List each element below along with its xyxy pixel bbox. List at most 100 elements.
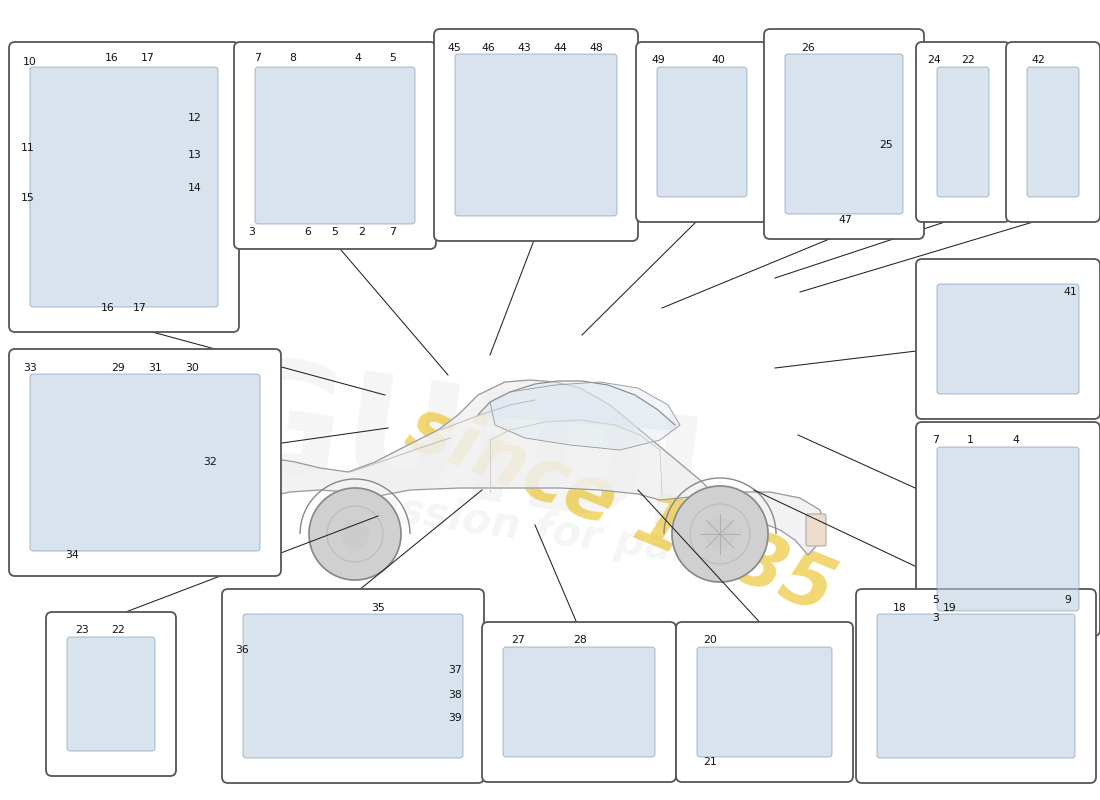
FancyBboxPatch shape	[856, 589, 1096, 783]
Text: 4: 4	[1013, 435, 1020, 445]
Text: 8: 8	[289, 53, 296, 63]
Text: 30: 30	[185, 363, 199, 373]
Text: 45: 45	[447, 43, 461, 53]
Polygon shape	[478, 381, 675, 430]
Text: 5: 5	[389, 53, 396, 63]
Text: 39: 39	[448, 713, 462, 723]
FancyBboxPatch shape	[806, 514, 826, 546]
Text: 3: 3	[933, 613, 939, 623]
Text: 35: 35	[371, 603, 385, 613]
FancyBboxPatch shape	[1027, 67, 1079, 197]
FancyBboxPatch shape	[937, 284, 1079, 394]
Text: 21: 21	[703, 757, 717, 767]
Text: 33: 33	[23, 363, 37, 373]
Text: 19: 19	[943, 603, 957, 613]
Text: 32: 32	[204, 457, 217, 467]
Text: 29: 29	[111, 363, 125, 373]
FancyBboxPatch shape	[697, 647, 832, 757]
FancyBboxPatch shape	[30, 374, 260, 551]
Text: 7: 7	[254, 53, 262, 63]
FancyBboxPatch shape	[30, 67, 218, 307]
Text: 42: 42	[1031, 55, 1045, 65]
Text: 47: 47	[838, 215, 851, 225]
FancyBboxPatch shape	[1006, 42, 1100, 222]
Text: 37: 37	[448, 665, 462, 675]
Text: 41: 41	[1063, 287, 1077, 297]
Text: 17: 17	[133, 303, 147, 313]
FancyBboxPatch shape	[9, 42, 239, 332]
Text: GUIDI: GUIDI	[207, 347, 713, 563]
FancyBboxPatch shape	[67, 637, 155, 751]
Text: 27: 27	[512, 635, 525, 645]
Text: 10: 10	[23, 57, 37, 67]
Text: 22: 22	[111, 625, 125, 635]
Circle shape	[705, 519, 735, 549]
Text: 28: 28	[573, 635, 587, 645]
Text: since 1985: since 1985	[396, 391, 844, 629]
Text: 16: 16	[106, 53, 119, 63]
FancyBboxPatch shape	[916, 422, 1100, 636]
Text: 13: 13	[188, 150, 202, 160]
FancyBboxPatch shape	[937, 67, 989, 197]
Text: 3: 3	[249, 227, 255, 237]
FancyBboxPatch shape	[785, 54, 903, 214]
Text: 5: 5	[331, 227, 339, 237]
FancyBboxPatch shape	[764, 29, 924, 239]
Text: 2: 2	[359, 227, 365, 237]
FancyBboxPatch shape	[877, 614, 1075, 758]
FancyBboxPatch shape	[937, 447, 1079, 611]
FancyBboxPatch shape	[482, 622, 676, 782]
Text: 1: 1	[967, 435, 974, 445]
Text: 11: 11	[21, 143, 35, 153]
Text: 6: 6	[305, 227, 311, 237]
Text: 7: 7	[389, 227, 396, 237]
Text: 22: 22	[961, 55, 975, 65]
Text: 40: 40	[711, 55, 725, 65]
Text: 26: 26	[801, 43, 815, 53]
Text: 15: 15	[21, 193, 35, 203]
Text: 24: 24	[927, 55, 940, 65]
Text: 46: 46	[481, 43, 495, 53]
Text: 14: 14	[188, 183, 202, 193]
FancyBboxPatch shape	[9, 349, 280, 576]
FancyBboxPatch shape	[455, 54, 617, 216]
FancyBboxPatch shape	[46, 612, 176, 776]
Text: 31: 31	[148, 363, 162, 373]
Text: 43: 43	[517, 43, 531, 53]
Text: passion for parts: passion for parts	[340, 482, 740, 578]
Text: 49: 49	[651, 55, 664, 65]
FancyBboxPatch shape	[243, 614, 463, 758]
Text: 44: 44	[553, 43, 566, 53]
Circle shape	[341, 520, 368, 548]
Text: 4: 4	[354, 53, 362, 63]
FancyBboxPatch shape	[255, 67, 415, 224]
Text: 48: 48	[590, 43, 603, 53]
FancyBboxPatch shape	[657, 67, 747, 197]
FancyBboxPatch shape	[636, 42, 768, 222]
Polygon shape	[235, 380, 825, 560]
FancyBboxPatch shape	[503, 647, 654, 757]
Text: 36: 36	[235, 645, 249, 655]
FancyBboxPatch shape	[222, 589, 484, 783]
Circle shape	[309, 488, 402, 580]
Text: 23: 23	[75, 625, 89, 635]
Text: 16: 16	[101, 303, 114, 313]
Text: 38: 38	[448, 690, 462, 700]
Text: 5: 5	[933, 595, 939, 605]
FancyBboxPatch shape	[434, 29, 638, 241]
Text: 25: 25	[879, 140, 893, 150]
FancyBboxPatch shape	[234, 42, 436, 249]
FancyBboxPatch shape	[916, 259, 1100, 419]
FancyBboxPatch shape	[916, 42, 1010, 222]
Text: 34: 34	[65, 550, 79, 560]
Text: 12: 12	[188, 113, 202, 123]
Text: 20: 20	[703, 635, 717, 645]
Text: 7: 7	[933, 435, 939, 445]
FancyBboxPatch shape	[244, 460, 278, 482]
Circle shape	[672, 486, 768, 582]
Text: 18: 18	[893, 603, 906, 613]
Text: 9: 9	[1065, 595, 1071, 605]
Polygon shape	[490, 382, 680, 450]
FancyBboxPatch shape	[676, 622, 852, 782]
Text: 17: 17	[141, 53, 155, 63]
